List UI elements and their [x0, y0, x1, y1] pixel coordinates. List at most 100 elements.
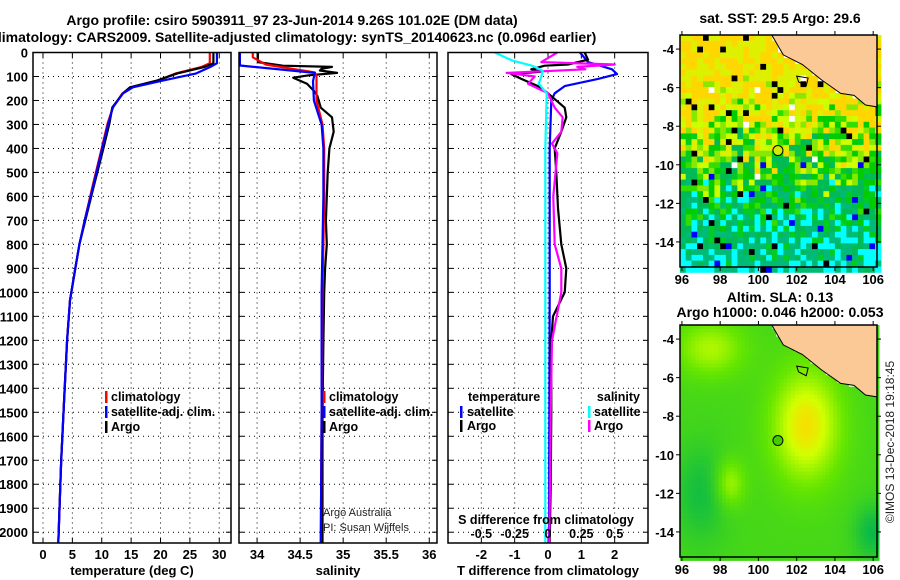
map-cell	[725, 371, 731, 376]
map-cell	[754, 58, 761, 65]
map-cell	[697, 243, 704, 250]
map-cell	[875, 179, 882, 186]
map-cell	[857, 266, 865, 273]
map-cell	[752, 344, 758, 349]
lat-tick-label: -10	[655, 448, 674, 463]
map-cell	[737, 144, 744, 152]
map-cell	[821, 417, 826, 423]
map-cell	[691, 367, 696, 372]
map-cell	[771, 556, 777, 561]
map-cell	[722, 463, 727, 469]
sla-map-title: Altim. SLA: 0.13	[727, 289, 834, 305]
map-cell	[722, 471, 727, 477]
map-cell	[737, 502, 742, 507]
map-cell	[687, 490, 693, 496]
map-cell	[703, 548, 708, 554]
map-cell	[875, 121, 882, 129]
map-cell	[745, 409, 750, 415]
map-cell	[680, 506, 685, 511]
map-cell	[766, 162, 773, 169]
map-cell	[844, 456, 849, 461]
map-cell	[783, 490, 788, 496]
map-cell	[875, 214, 882, 221]
map-cell	[806, 429, 811, 434]
map-cell	[789, 249, 796, 256]
map-cell	[714, 506, 719, 511]
map-cell	[852, 517, 857, 523]
map-cell	[852, 266, 859, 273]
map-cell	[844, 460, 849, 465]
map-cell	[703, 144, 710, 152]
map-cell	[691, 417, 696, 423]
map-cell	[733, 487, 738, 492]
map-cell	[718, 525, 723, 531]
map-cell	[697, 150, 704, 158]
map-cell	[756, 421, 761, 426]
map-cell	[859, 479, 865, 484]
map-cell	[685, 156, 692, 163]
map-cell	[823, 162, 830, 169]
map-cell	[685, 225, 692, 233]
map-cell	[863, 475, 868, 480]
map-cell	[714, 433, 719, 438]
map-cell	[691, 121, 698, 129]
map-cell	[768, 440, 773, 446]
map-cell	[863, 208, 870, 215]
map-cell	[806, 156, 813, 163]
map-cell	[766, 139, 773, 146]
map-cell	[725, 479, 731, 484]
map-cell	[783, 375, 788, 380]
map-cell	[683, 429, 689, 434]
map-cell	[695, 440, 700, 446]
map-cell	[699, 506, 704, 511]
lat-tick-label: -14	[655, 525, 675, 540]
map-cell	[856, 490, 861, 496]
map-cell	[800, 75, 807, 82]
map-cell	[768, 479, 773, 484]
map-cell	[697, 40, 704, 48]
map-cell	[852, 110, 859, 117]
map-cell	[748, 521, 754, 527]
map-cell	[779, 479, 784, 484]
map-cell	[741, 363, 746, 369]
map-cell	[875, 173, 882, 181]
map-cell	[810, 510, 815, 515]
map-cell	[731, 173, 738, 181]
map-cell	[741, 448, 746, 453]
map-cell	[834, 173, 842, 181]
map-cell	[790, 525, 796, 531]
map-cell	[787, 363, 792, 369]
map-cell	[790, 483, 796, 488]
title-line-2: Climatology: CARS2009. Satellite-adjuste…	[0, 29, 596, 45]
map-cell	[794, 490, 800, 496]
map-cell	[840, 517, 846, 523]
map-cell	[783, 460, 788, 465]
map-cell	[722, 425, 727, 430]
map-cell	[745, 402, 750, 407]
map-cell	[833, 436, 838, 442]
map-cell	[783, 525, 788, 531]
map-cell	[848, 456, 853, 461]
map-cell	[714, 98, 721, 105]
map-cell	[833, 471, 838, 477]
map-cell	[745, 390, 750, 396]
map-cell	[748, 69, 756, 77]
map-cell	[752, 479, 758, 484]
map-cell	[695, 436, 700, 442]
map-cell	[789, 150, 796, 158]
map-cell	[680, 382, 685, 388]
map-cell	[743, 266, 750, 273]
map-cell	[741, 440, 746, 446]
map-cell	[725, 541, 731, 546]
map-cell	[806, 197, 813, 204]
map-cell	[725, 398, 731, 403]
map-cell	[714, 173, 721, 181]
map-cell	[695, 494, 700, 500]
map-cell	[741, 479, 746, 484]
map-cell	[821, 494, 826, 500]
map-cell	[836, 548, 842, 554]
map-cell	[695, 479, 700, 484]
x-tick-label: 34.5	[287, 547, 312, 562]
map-cell	[789, 225, 796, 233]
map-cell	[752, 537, 758, 542]
